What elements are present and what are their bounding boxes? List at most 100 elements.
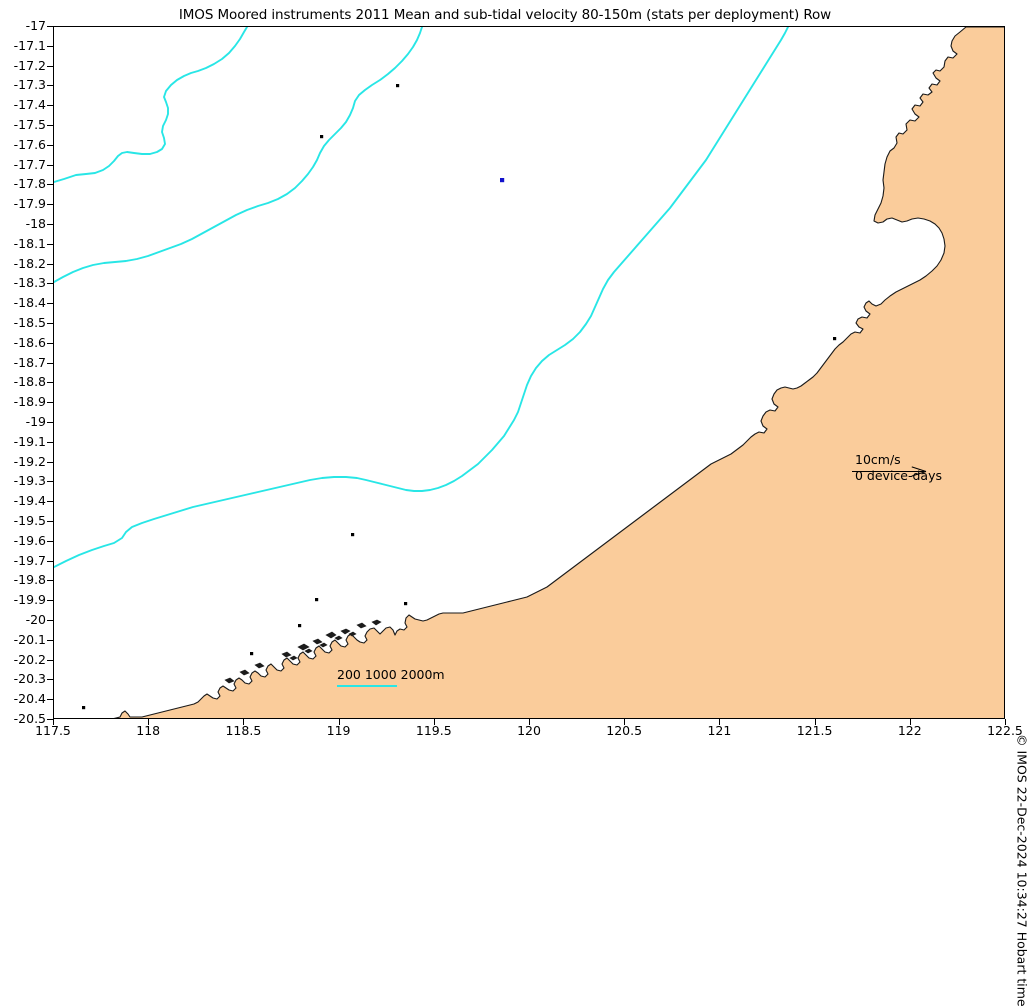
y-axis-tick-label: -18.8 bbox=[13, 374, 46, 390]
y-axis-tick-label: -20.5 bbox=[13, 711, 46, 726]
y-axis-tick-label: -17.4 bbox=[13, 97, 46, 113]
velocity-magnitude-label: 10cm/s bbox=[855, 452, 901, 467]
bathymetry-legend-line bbox=[337, 685, 397, 687]
y-axis-tick-mark bbox=[47, 362, 53, 364]
velocity-scale-legend: 10cm/s 0 device-days bbox=[852, 452, 1002, 483]
y-axis-tick-mark bbox=[47, 125, 53, 126]
x-axis-tick-label: 122 bbox=[897, 723, 922, 738]
y-axis-tick-label: -17.6 bbox=[13, 136, 46, 152]
page-title: IMOS Moored instruments 2011 Mean and su… bbox=[178, 7, 832, 23]
x-axis-tick-mark bbox=[624, 719, 626, 725]
y-axis-tick-label: -17.1 bbox=[13, 37, 46, 53]
y-axis-tick-mark bbox=[47, 461, 53, 463]
x-axis-tick-mark bbox=[1005, 719, 1006, 725]
deployment-marker[interactable] bbox=[351, 533, 355, 537]
x-axis-tick-label: 122.5 bbox=[987, 723, 1023, 738]
deployment-marker[interactable] bbox=[250, 652, 254, 656]
x-axis-tick-label: 121 bbox=[707, 723, 732, 738]
y-axis-tick-label: -19.1 bbox=[13, 433, 46, 449]
y-axis-tick-mark bbox=[47, 243, 53, 245]
landmass-polygon bbox=[113, 27, 1004, 718]
x-axis-tick-mark bbox=[909, 719, 911, 725]
copyright-credit: © IMOS 22-Dec-2024 10:34:27 Hobart time bbox=[1015, 734, 1030, 1007]
deployment-markers-group[interactable] bbox=[82, 84, 837, 710]
y-axis-tick-mark bbox=[47, 204, 53, 206]
y-axis-tick-label: -19 bbox=[25, 414, 46, 429]
map-plot-area[interactable]: 200 1000 2000m 10cm/s 0 device-days bbox=[53, 26, 1005, 719]
y-axis-tick-label: -18.3 bbox=[13, 275, 46, 291]
y-axis-tick-mark bbox=[47, 45, 53, 47]
deployment-marker[interactable] bbox=[298, 624, 302, 628]
bathymetry-legend: 200 1000 2000m bbox=[334, 667, 504, 687]
deployment-marker[interactable] bbox=[396, 84, 400, 88]
y-axis-tick-label: -17 bbox=[25, 18, 46, 33]
y-axis-tick-mark bbox=[47, 224, 53, 225]
y-axis-tick-mark bbox=[47, 719, 53, 720]
y-axis-tick-label: -17.7 bbox=[13, 156, 46, 172]
y-axis-tick-mark bbox=[47, 679, 53, 681]
x-axis-tick-label: 119 bbox=[326, 723, 351, 738]
x-axis-tick-label: 121.5 bbox=[796, 723, 833, 738]
y-axis-tick-mark bbox=[47, 600, 53, 602]
x-axis-tick-mark bbox=[719, 719, 721, 725]
copyright-credit-text: © IMOS 22-Dec-2024 10:34:27 Hobart time bbox=[1015, 734, 1030, 1007]
y-axis-tick-label: -20.1 bbox=[13, 631, 46, 647]
x-axis-tick-label: 117.5 bbox=[35, 723, 71, 738]
deployment-marker[interactable] bbox=[404, 602, 408, 606]
y-axis-tick-label: -17.3 bbox=[13, 77, 46, 93]
x-axis-tick-mark bbox=[148, 719, 150, 725]
y-axis-tick-label: -19.8 bbox=[13, 572, 46, 588]
y-axis-tick-label: -19.9 bbox=[13, 592, 46, 608]
y-axis-tick-mark bbox=[47, 382, 53, 384]
y-axis-tick-mark bbox=[47, 303, 53, 305]
y-axis-tick-mark bbox=[47, 402, 53, 404]
y-axis-tick-label: -17.2 bbox=[13, 57, 46, 73]
deployment-marker-active[interactable] bbox=[500, 178, 505, 183]
y-axis-tick-label: -18 bbox=[25, 216, 46, 231]
x-axis-tick-mark bbox=[243, 719, 245, 725]
deployment-marker[interactable] bbox=[82, 706, 86, 710]
x-axis-tick-label: 119.5 bbox=[415, 723, 452, 738]
y-axis-tick-mark bbox=[47, 105, 53, 107]
bathymetry-legend-label: 200 1000 2000m bbox=[337, 667, 445, 682]
deployment-marker[interactable] bbox=[320, 135, 324, 139]
map-graphic bbox=[54, 27, 1004, 718]
y-axis-tick-label: -19.4 bbox=[13, 493, 46, 509]
x-axis-tick-label: 120.5 bbox=[606, 723, 643, 738]
y-axis-tick-label: -17.8 bbox=[13, 176, 46, 192]
y-axis-tick-label: -19.6 bbox=[13, 532, 46, 548]
x-axis-tick-mark bbox=[814, 719, 816, 725]
y-axis-tick-mark bbox=[47, 144, 53, 146]
y-axis-tick-label: -19.5 bbox=[13, 513, 46, 528]
y-axis-tick-label: -19.3 bbox=[13, 473, 46, 489]
y-axis-tick-label: -18.1 bbox=[13, 235, 46, 251]
y-axis-tick-mark bbox=[47, 521, 53, 522]
y-axis-tick-mark bbox=[47, 620, 53, 621]
y-axis-tick-mark bbox=[47, 323, 53, 324]
y-axis-tick-label: -18.4 bbox=[13, 295, 46, 311]
figure-canvas: IMOS Moored instruments 2011 Mean and su… bbox=[0, 0, 1032, 760]
deployment-marker[interactable] bbox=[315, 598, 319, 602]
y-axis-tick-label: -20 bbox=[25, 612, 46, 627]
deployment-marker[interactable] bbox=[833, 337, 837, 341]
y-axis-tick-label: -17.5 bbox=[13, 117, 46, 132]
y-axis-tick-label: -17.9 bbox=[13, 196, 46, 212]
x-axis-tick-mark bbox=[529, 719, 530, 725]
y-axis-tick-label: -18.5 bbox=[13, 315, 46, 330]
y-axis-tick-mark bbox=[47, 699, 53, 701]
y-axis-tick-label: -19.7 bbox=[13, 552, 46, 568]
y-axis-tick-label: -18.7 bbox=[13, 354, 46, 370]
y-axis-tick-mark bbox=[47, 481, 53, 483]
y-axis-tick-label: -20.4 bbox=[13, 691, 46, 707]
x-axis-tick-mark bbox=[53, 719, 54, 725]
contour-1000m-west bbox=[54, 27, 423, 283]
y-axis-tick-mark bbox=[47, 580, 53, 582]
y-axis-tick-mark bbox=[47, 65, 53, 67]
coastal-islets-group bbox=[224, 619, 382, 684]
x-axis-tick-mark bbox=[338, 719, 340, 725]
y-axis-tick-mark bbox=[47, 540, 53, 542]
x-axis-tick-label: 118.5 bbox=[225, 723, 262, 738]
y-axis-tick-mark bbox=[47, 85, 53, 87]
x-axis-tick-label: 120 bbox=[517, 723, 541, 738]
y-axis-tick-mark bbox=[47, 283, 53, 285]
